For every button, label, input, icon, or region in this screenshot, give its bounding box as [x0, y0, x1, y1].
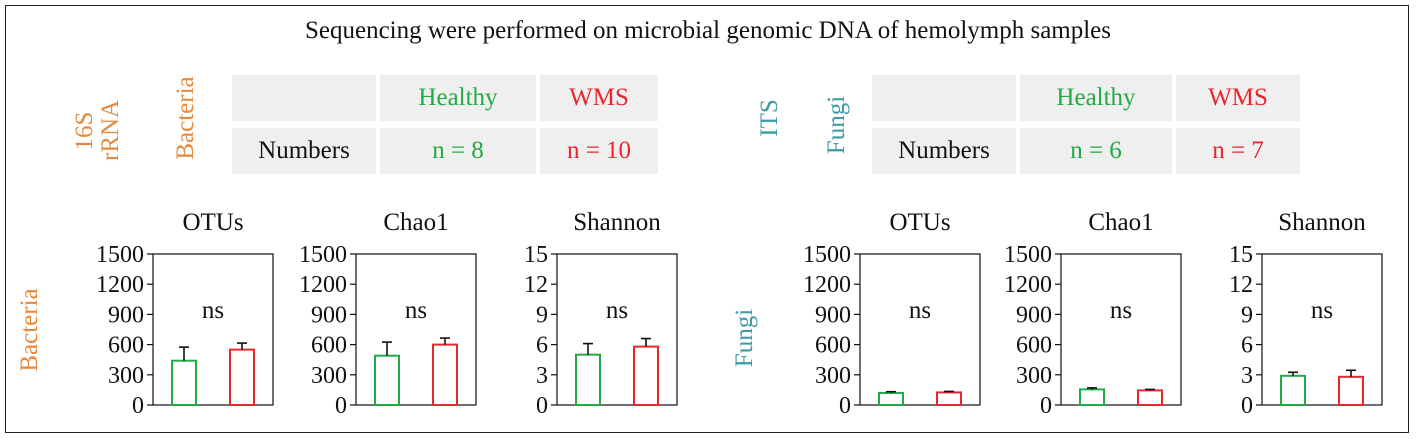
chart-fungi-otus-plot-box: [859, 253, 981, 406]
chart-fungi-otus-bar-wms: [936, 391, 962, 406]
chart-bacteria-otus-ytick-label-4: 1200: [96, 272, 144, 298]
chart-fungi-chao1-bar-wms: [1137, 389, 1163, 406]
chart-fungi-otus-annotation: ns: [909, 297, 931, 324]
chart-fungi-chao1-ytick-label-2: 600: [1016, 333, 1052, 359]
table-bacteria-header-blank: [232, 75, 376, 121]
chart-fungi-chao1-annotation: ns: [1110, 297, 1132, 324]
chart-fungi-otus-title: OTUs: [889, 209, 950, 236]
chart-bacteria-shannon-ytick-label-3: 9: [536, 302, 548, 328]
chart-fungi-shannon-ytick-label-3: 9: [1241, 302, 1253, 328]
chart-fungi-shannon-annotation: ns: [1311, 297, 1333, 324]
chart-fungi-otus-ytick-label-4: 1200: [803, 272, 851, 298]
chart-fungi-otus-ytick-label-0: 0: [839, 393, 851, 419]
table-fungi-header-healthy: Healthy: [1020, 75, 1172, 121]
figure-frame: [5, 5, 1409, 433]
chart-bacteria-otus-bar-healthy: [171, 359, 197, 406]
table-fungi-healthy-n: n = 6: [1020, 128, 1172, 174]
chart-fungi-shannon-ytick-label-1: 3: [1241, 363, 1253, 389]
chart-fungi-chao1-plot-box: [1060, 253, 1182, 406]
chart-fungi-otus-bar-healthy: [878, 391, 904, 407]
chart-fungi-otus-ytick-label-1: 300: [815, 363, 851, 389]
chart-bacteria-shannon-ytick-label-5: 15: [524, 242, 548, 268]
chart-bacteria-shannon-plot-box: [556, 253, 678, 406]
chart-bacteria-chao1-annotation: ns: [405, 297, 427, 324]
chart-bacteria-otus-ytick-label-0: 0: [132, 393, 144, 419]
table-bacteria-header-healthy: Healthy: [380, 75, 536, 121]
chart-fungi-chao1-ytick-label-4: 1200: [1004, 272, 1052, 298]
figure-title: Sequencing were performed on microbial g…: [304, 17, 1112, 44]
chart-bacteria-shannon-ytick-label-1: 3: [536, 363, 548, 389]
chart-bacteria-chao1-plot-box: [355, 253, 477, 406]
chart-bacteria-chao1-ytick-label-4: 1200: [299, 272, 347, 298]
chart-bacteria-otus-annotation: ns: [202, 297, 224, 324]
chart-bacteria-chao1-bar-wms: [432, 343, 458, 407]
chart-fungi-chao1-ytick-label-5: 1500: [1004, 242, 1052, 268]
table-fungi-row-label: Numbers: [872, 128, 1016, 174]
table-fungi-header-blank: [872, 75, 1016, 121]
chart-fungi-chao1-bar-healthy: [1079, 388, 1105, 407]
chart-fungi-chao1-ytick-label-3: 900: [1016, 302, 1052, 328]
chart-bacteria-shannon-ytick-label-0: 0: [536, 393, 548, 419]
chart-bacteria-otus-ytick-label-5: 1500: [96, 242, 144, 268]
chart-fungi-otus-ytick-label-3: 900: [815, 302, 851, 328]
chart-bacteria-otus-ytick-label-1: 300: [108, 363, 144, 389]
chart-fungi-shannon-ytick-label-0: 0: [1241, 393, 1253, 419]
chart-bacteria-chao1-ytick-label-2: 600: [311, 333, 347, 359]
table-fungi-header-wms: WMS: [1176, 75, 1300, 121]
chart-bacteria-shannon-annotation: ns: [606, 297, 628, 324]
table-bacteria-healthy-n: n = 8: [380, 128, 536, 174]
chart-bacteria-chao1-ytick-label-3: 900: [311, 302, 347, 328]
table-bacteria-header-wms: WMS: [540, 75, 658, 121]
chart-fungi-chao1-ytick-label-1: 300: [1016, 363, 1052, 389]
chart-fungi-shannon-bar-wms: [1338, 375, 1364, 406]
chart-bacteria-otus-plot-box: [152, 253, 274, 406]
chart-bacteria-otus-ytick-label-3: 900: [108, 302, 144, 328]
chart-bacteria-chao1-ytick-label-1: 300: [311, 363, 347, 389]
chart-bacteria-chao1-bar-healthy: [374, 354, 400, 407]
chart-fungi-shannon-ytick-label-4: 12: [1229, 272, 1253, 298]
table-bacteria-wms-n: n = 10: [540, 128, 658, 174]
chart-fungi-shannon-bar-healthy: [1280, 374, 1306, 407]
chart-fungi-shannon-ytick-label-2: 6: [1241, 333, 1253, 359]
chart-bacteria-shannon-bar-healthy: [575, 353, 601, 406]
chart-bacteria-chao1-ytick-label-5: 1500: [299, 242, 347, 268]
chart-fungi-chao1-ytick-label-0: 0: [1040, 393, 1052, 419]
chart-bacteria-otus-title: OTUs: [182, 209, 243, 236]
chart-bacteria-otus-bar-wms: [229, 348, 255, 406]
table-fungi-wms-n: n = 7: [1176, 128, 1300, 174]
chart-fungi-shannon-ytick-label-5: 15: [1229, 242, 1253, 268]
chart-fungi-shannon-plot-box: [1261, 253, 1383, 406]
chart-fungi-otus-ytick-label-5: 1500: [803, 242, 851, 268]
chart-bacteria-chao1-title: Chao1: [383, 209, 448, 236]
chart-bacteria-otus-ytick-label-2: 600: [108, 333, 144, 359]
chart-bacteria-shannon-bar-wms: [633, 345, 659, 407]
chart-bacteria-shannon-ytick-label-2: 6: [536, 333, 548, 359]
chart-bacteria-shannon-ytick-label-4: 12: [524, 272, 548, 298]
chart-fungi-otus-ytick-label-2: 600: [815, 333, 851, 359]
chart-fungi-shannon-title: Shannon: [1278, 209, 1366, 236]
chart-fungi-chao1-title: Chao1: [1088, 209, 1153, 236]
table-bacteria-row-label: Numbers: [232, 128, 376, 174]
chart-bacteria-chao1-ytick-label-0: 0: [335, 393, 347, 419]
chart-bacteria-shannon-title: Shannon: [573, 209, 661, 236]
